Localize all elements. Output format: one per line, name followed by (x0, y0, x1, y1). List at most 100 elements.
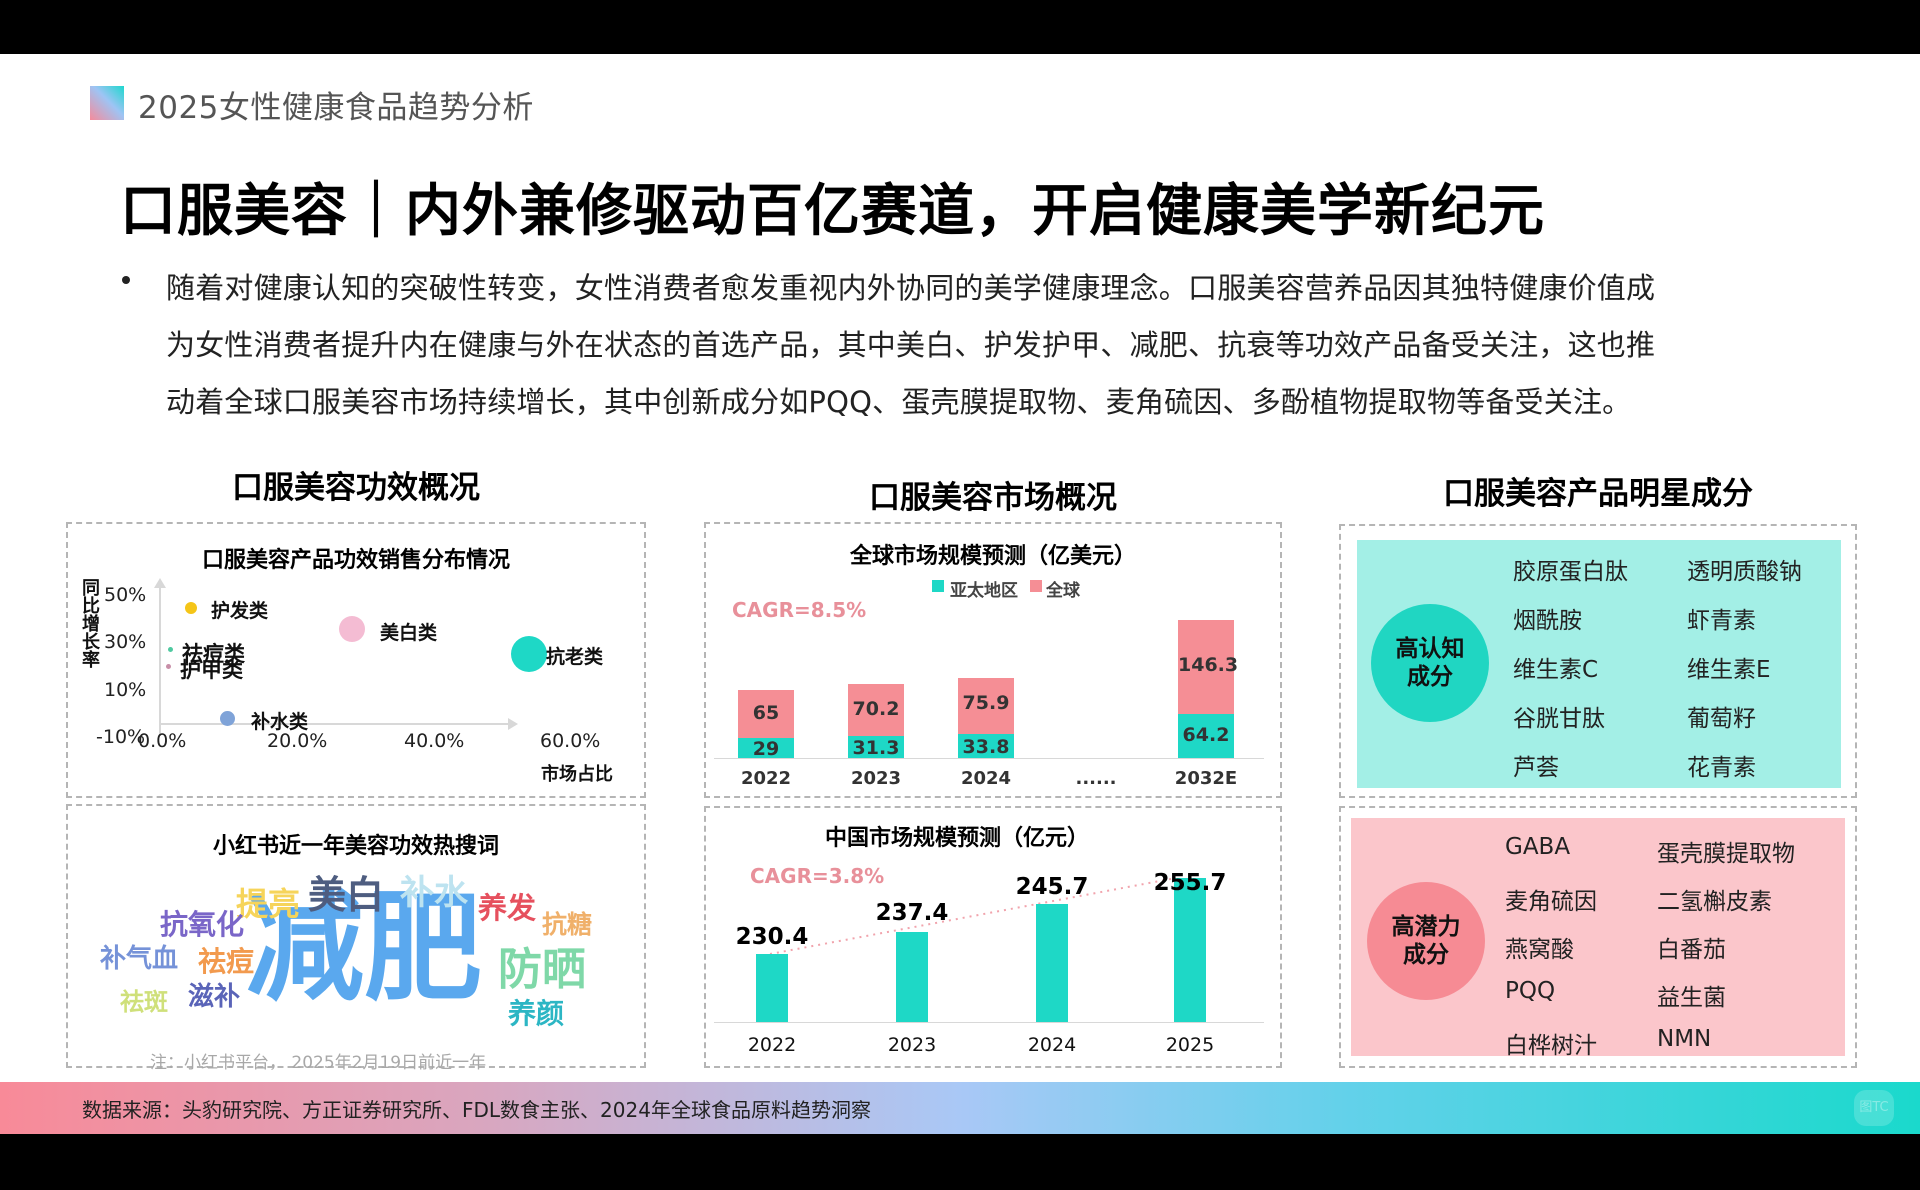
ingredient-column: 透明质酸钠 虾青素 维生素E 葡萄籽 花青素 (1687, 552, 1802, 797)
x-tick: 40.0% (404, 730, 465, 752)
x-tick: 60.0% (540, 730, 601, 752)
word-antioxidant: 抗氧化 (160, 908, 245, 941)
ingredient-item: 白桦树汁 (1505, 1033, 1597, 1059)
bar-value: 245.7 (1015, 874, 1089, 900)
deck-title: 2025女性健康食品趋势分析 (138, 90, 534, 126)
bar-value: 230.4 (735, 924, 809, 950)
wordcloud-note: 注：小红书平台， 2025年2月19日前近一年 (150, 1053, 487, 1073)
x-axis-label: 市场占比 (541, 764, 613, 785)
bubble-nail-care (166, 664, 171, 669)
ingredient-item: 虾青素 (1687, 608, 1756, 634)
word-brightening: 提亮 (236, 885, 301, 923)
ingredient-item: NMN (1657, 1026, 1712, 1052)
ingredient-item: 谷胱甘肽 (1513, 706, 1605, 732)
high-awareness-panel: 高认知 成分 胶原蛋白肽 烟酰胺 维生素C 谷胱甘肽 芦荟 透明质酸钠 虾青素 … (1339, 524, 1857, 798)
word-weight-loss: 减肥 (246, 879, 483, 1017)
bubble-whitening (339, 616, 365, 642)
ingredient-item: 燕窝酸 (1505, 937, 1574, 963)
bubble-label: 抗老类 (546, 646, 604, 668)
bar-2022 (756, 954, 788, 1022)
bar-global-2032E (1178, 620, 1234, 714)
bubble-hair-care (185, 602, 197, 614)
bar-global-2024 (958, 678, 1014, 734)
word-nourish: 滋补 (188, 982, 241, 1012)
bullet-icon (122, 276, 130, 284)
ingredient-item: 白番茄 (1657, 937, 1726, 963)
x-tick: 2022 (747, 1034, 797, 1056)
slide: 2025女性健康食品趋势分析 口服美容｜内外兼修驱动百亿赛道，开启健康美学新纪元… (0, 54, 1920, 1134)
ingredient-item: 烟酰胺 (1513, 608, 1582, 634)
bubble-label: 护发类 (211, 600, 269, 622)
y-tick: 10% (104, 679, 147, 701)
y-axis (159, 586, 161, 736)
bar-apac-2024 (958, 734, 1014, 758)
bar-apac-2023 (848, 736, 904, 758)
scatter-chart-panel: 口服美容产品功效销售分布情况 同比增长率 50% 30% 10% -10% 0.… (66, 522, 646, 798)
intro-paragraph: 随着对健康认知的突破性转变，女性消费者愈发重视内外协同的美学健康理念。口服美容营… (166, 260, 1806, 431)
y-axis-arrow-icon (154, 578, 166, 588)
bar-global-2022 (738, 690, 794, 738)
ingredient-item: 透明质酸钠 (1687, 559, 1802, 585)
high-potential-badge: 高潜力 成分 (1367, 882, 1485, 1000)
x-tick: 2023 (850, 768, 902, 789)
word-skin-nourish: 养颜 (508, 997, 565, 1030)
word-qi-blood: 补气血 (100, 944, 179, 974)
wordcloud-panel: 小红书近一年美容功效热搜词 减肥 美白 补水 提亮 养发 抗糖 抗氧化 补气血 … (66, 804, 646, 1073)
x-tick: 2025 (1165, 1034, 1215, 1056)
x-tick: 2023 (887, 1034, 937, 1056)
bar-value: 64.2 (1182, 724, 1230, 746)
word-whitening: 美白 (308, 873, 385, 917)
bubble-label: 美白类 (380, 622, 438, 644)
bar-apac-2022 (738, 738, 794, 758)
bubble-hydration (220, 711, 235, 726)
word-hair-nourish: 养发 (478, 891, 537, 925)
high-potential-panel: 高潜力 成分 GABA 麦角硫因 燕窝酸 PQQ 白桦树汁 蛋壳膜提取物 二氢槲… (1339, 806, 1857, 1068)
ingredient-item: 益生菌 (1657, 985, 1726, 1011)
bubble-label: 祛痘类 (182, 642, 245, 666)
word-anti-glycation: 抗糖 (542, 910, 593, 939)
trendline (769, 877, 1177, 955)
x-axis-arrow-icon (508, 718, 518, 730)
logo-gradient-square-icon (90, 86, 124, 120)
ingredient-item: PQQ (1505, 978, 1556, 1004)
x-tick: 2032E (1174, 768, 1238, 789)
bar-2023 (896, 932, 928, 1022)
ingredient-item: 二氢槲皮素 (1657, 889, 1772, 915)
scatter-chart-title: 口服美容产品功效销售分布情况 (201, 548, 510, 573)
footer-band: 数据来源：头豹研究院、方正证券研究所、FDL数食主张、2024年全球食品原料趋势… (0, 1082, 1920, 1134)
cagr-china: CAGR=3.8% (750, 864, 885, 888)
word-spot-removal: 祛斑 (120, 988, 168, 1016)
bar-value: 65 (752, 702, 780, 724)
bubble-label: 补水类 (251, 711, 309, 733)
bar-2024 (1036, 904, 1068, 1022)
word-acne: 祛痘 (198, 945, 255, 978)
ingredient-column: 蛋壳膜提取物 二氢槲皮素 白番茄 益生菌 NMN (1657, 834, 1795, 1074)
page-title: 口服美容｜内外兼修驱动百亿赛道，开启健康美学新纪元 (120, 179, 1545, 244)
legend-swatch-apac (932, 580, 944, 592)
y-axis-label: 同比增长率 (79, 578, 100, 668)
ingredient-item: 葡萄籽 (1687, 706, 1756, 732)
bubble-anti-aging (511, 636, 547, 672)
legend-swatch-global (1030, 580, 1042, 592)
x-tick: 0.0% (138, 730, 187, 752)
x-axis (714, 758, 1264, 759)
y-tick: 50% (104, 584, 147, 606)
bar-value: 31.3 (852, 737, 900, 759)
paragraph-line: 为女性消费者提升内在健康与外在状态的首选产品，其中美白、护发护甲、减肥、抗衰等功… (166, 328, 1656, 362)
bar-global-2023 (848, 684, 904, 736)
legend-label-apac: 亚太地区 (950, 581, 1018, 601)
word-sunscreen: 防晒 (498, 944, 586, 995)
y-tick: -10% (96, 726, 146, 748)
bubble-acne (168, 647, 173, 652)
x-axis (714, 1022, 1264, 1023)
data-source: 数据来源：头豹研究院、方正证券研究所、FDL数食主张、2024年全球食品原料趋势… (82, 1098, 871, 1122)
china-chart-title: 中国市场规模预测（亿元） (824, 826, 1089, 851)
x-tick: 2022 (740, 768, 792, 789)
section-title-ingredients: 口服美容产品明星成分 (1443, 476, 1753, 512)
bar-value: 255.7 (1153, 870, 1227, 896)
x-tick: 2024 (960, 768, 1012, 789)
ingredient-item: 芦荟 (1513, 755, 1559, 781)
y-tick: 30% (104, 631, 147, 653)
bar-2025 (1174, 878, 1206, 1022)
bar-value: 33.8 (962, 736, 1010, 758)
